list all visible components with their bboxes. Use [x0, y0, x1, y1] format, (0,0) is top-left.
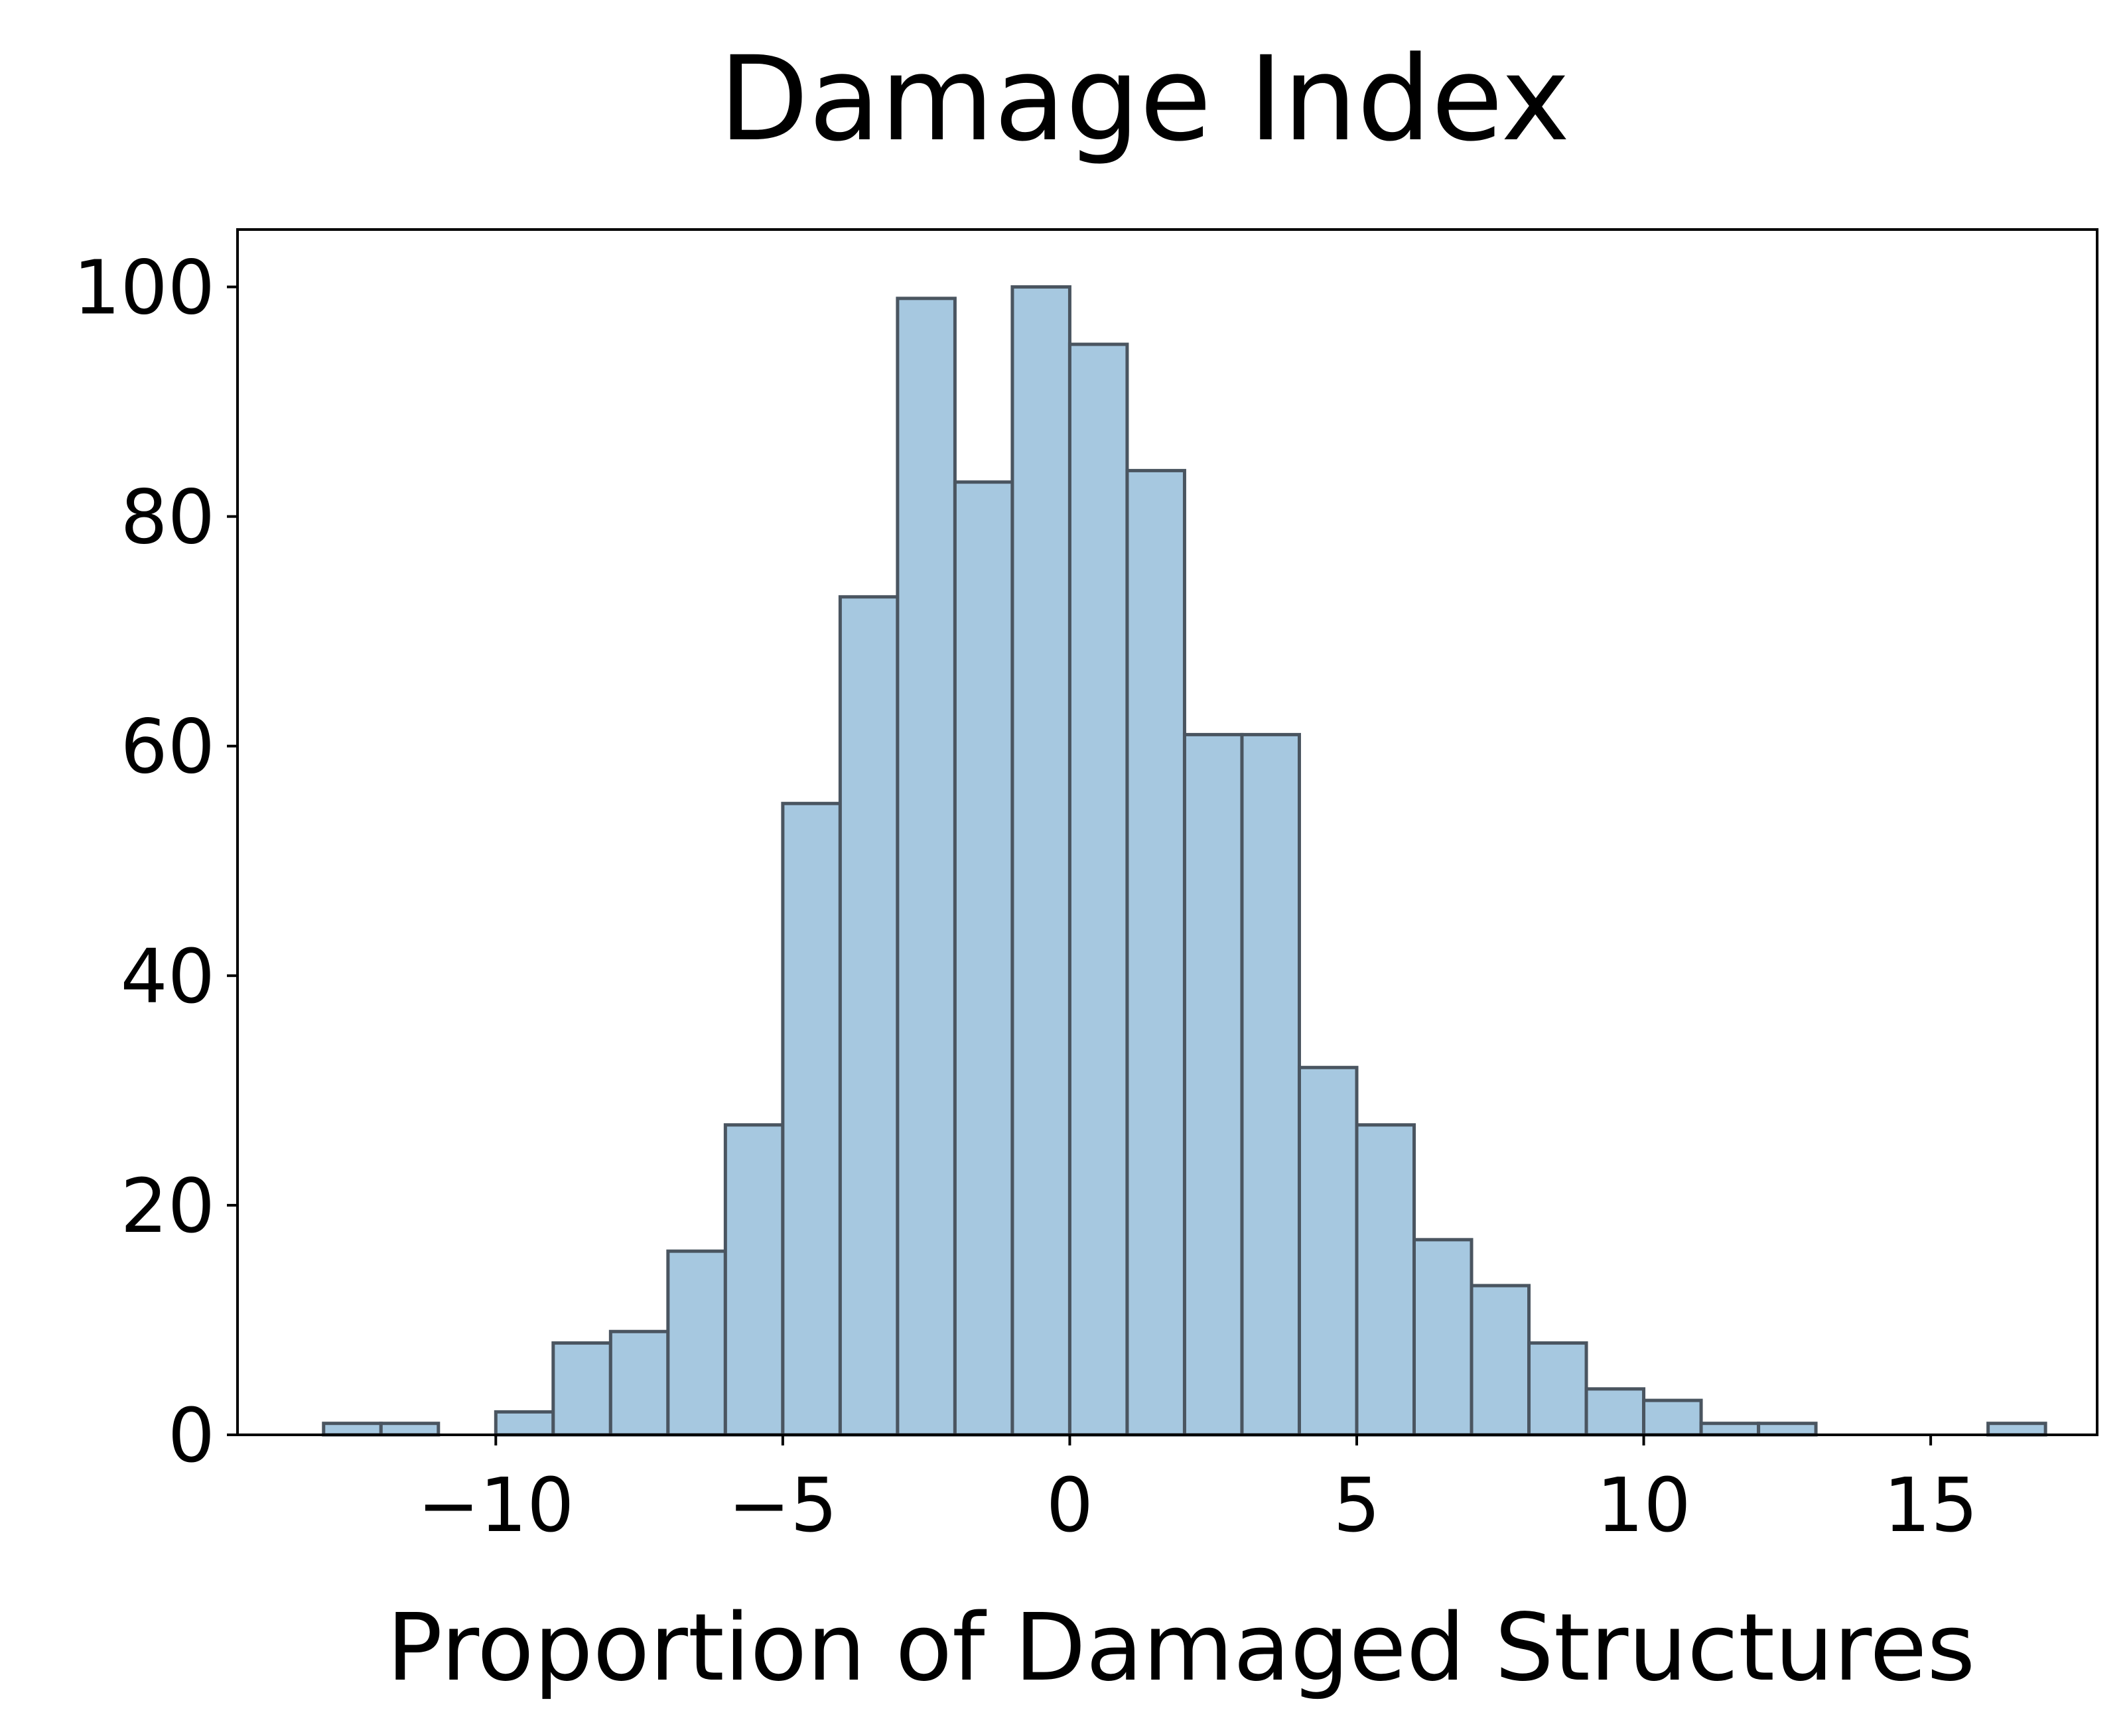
histogram-bar: [1010, 285, 1071, 1437]
histogram-bar: [781, 801, 842, 1437]
y-tick-label: 80: [120, 475, 215, 561]
y-tick-label: 60: [120, 704, 215, 791]
histogram-bar: [1699, 1422, 1761, 1437]
histogram-bar: [666, 1249, 727, 1437]
histogram-bar: [896, 297, 957, 1437]
x-tick-label: 0: [1046, 1463, 1093, 1549]
x-tick-label: −5: [728, 1463, 837, 1549]
histogram-bar: [1412, 1238, 1474, 1437]
y-tick-label: 100: [73, 245, 215, 332]
x-axis: −10 −5 0 5 10 15: [417, 1435, 1978, 1549]
histogram-bar: [1240, 732, 1301, 1437]
histogram-bar: [1584, 1387, 1646, 1437]
histogram-bar: [1986, 1422, 2047, 1437]
histogram-bar: [953, 480, 1014, 1437]
histogram-bar: [1355, 1123, 1416, 1437]
x-tick-label: −10: [417, 1463, 574, 1549]
histogram-bar: [1125, 468, 1186, 1437]
bars-group: [322, 285, 2047, 1437]
chart-title: Damage Index: [719, 31, 1570, 167]
histogram-bar: [494, 1410, 555, 1437]
y-tick-label: 0: [168, 1393, 215, 1479]
y-tick-label: 40: [120, 934, 215, 1020]
histogram-bar: [1470, 1284, 1531, 1437]
histogram-bar: [322, 1422, 383, 1437]
histogram-bar: [1642, 1398, 1703, 1437]
histogram-bar: [1757, 1422, 1818, 1437]
histogram-bar: [379, 1422, 441, 1437]
histogram-bar: [1067, 342, 1129, 1437]
x-tick-label: 15: [1884, 1463, 1978, 1549]
histogram-bar: [551, 1341, 612, 1437]
histogram-bar: [1297, 1065, 1359, 1437]
x-tick-label: 5: [1333, 1463, 1380, 1549]
histogram-bar: [838, 595, 900, 1437]
histogram-bar: [1182, 732, 1244, 1437]
histogram-bar: [1527, 1341, 1588, 1437]
plot-area-frame: [236, 228, 2098, 1436]
y-axis: 0 20 40 60 80 100: [73, 245, 238, 1479]
y-tick-label: 20: [120, 1164, 215, 1250]
histogram-bar: [608, 1329, 670, 1437]
histogram-bar: [723, 1123, 785, 1437]
x-tick-label: 10: [1596, 1463, 1691, 1549]
x-axis-label: Proportion of Damaged Structures: [387, 1594, 1976, 1702]
